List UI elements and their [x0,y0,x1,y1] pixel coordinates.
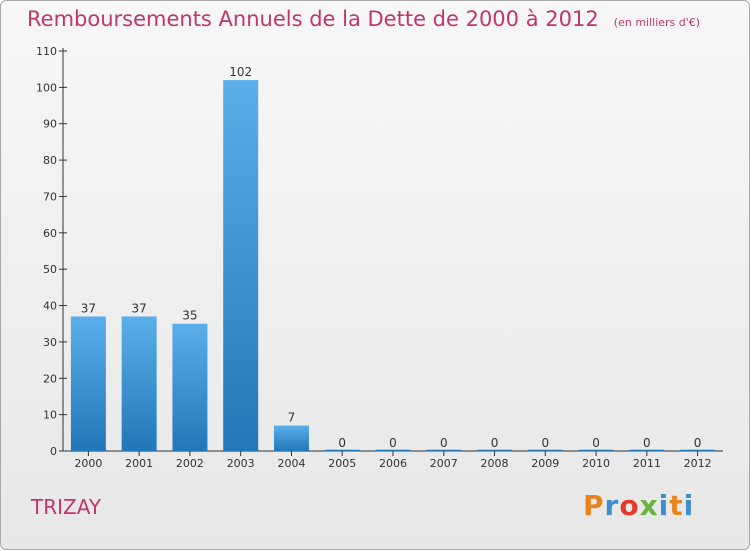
x-tick-label: 2005 [328,457,356,470]
bar [70,316,106,451]
x-tick-label: 2011 [633,457,661,470]
logo-letter: i [683,489,695,522]
data-label: 37 [81,301,96,315]
x-tick-label: 2007 [430,457,458,470]
x-tick-label: 2001 [125,457,153,470]
y-tick-label: 110 [36,45,57,58]
x-tick-label: 2010 [582,457,610,470]
x-tick-label: 2000 [74,457,102,470]
data-label: 0 [592,436,600,450]
bar [273,425,309,451]
y-tick-label: 40 [43,300,57,313]
x-tick-label: 2002 [176,457,204,470]
data-label: 0 [643,436,651,450]
data-label: 102 [229,65,252,79]
logo-letter: x [639,489,659,522]
bar [172,323,208,451]
data-label: 0 [541,436,549,450]
x-tick-label: 2003 [227,457,255,470]
y-tick-label: 70 [43,190,57,203]
chart-subtitle: (en milliers d'€) [613,16,701,29]
bar [223,80,259,451]
data-label: 37 [132,301,147,315]
y-tick-label: 90 [43,118,57,131]
proxiti-logo: Proxiti [583,489,694,522]
y-tick-label: 50 [43,263,57,276]
commune-name: TRIZAY [31,495,102,519]
logo-letter: i [658,489,670,522]
x-tick-label: 2009 [531,457,559,470]
x-tick-label: 2004 [277,457,305,470]
y-tick-label: 10 [43,409,57,422]
x-tick-label: 2006 [379,457,407,470]
bar [121,316,157,451]
data-label: 0 [338,436,346,450]
logo-letter: P [583,489,605,522]
data-label: 0 [389,436,397,450]
data-label: 35 [182,309,197,323]
y-tick-label: 20 [43,372,57,385]
logo-letter: r [604,489,620,522]
logo-letter: t [669,489,684,522]
y-tick-label: 100 [36,81,57,94]
chart-title: Remboursements Annuels de la Dette de 20… [27,7,599,31]
logo-letter: o [619,489,640,522]
data-label: 0 [440,436,448,450]
y-tick-label: 80 [43,154,57,167]
x-tick-label: 2008 [481,457,509,470]
y-tick-label: 0 [50,445,57,458]
x-tick-label: 2012 [684,457,712,470]
labels-layer: 2000 37 2001 37 2002 35 2003 102 2004 7 2005 0 2006 0… [74,65,711,470]
y-tick-label: 30 [43,336,57,349]
data-label: 0 [694,436,702,450]
bars-layer [70,80,716,452]
y-tick-label: 60 [43,227,57,240]
data-label: 7 [288,411,296,425]
data-label: 0 [491,436,499,450]
title-row: Remboursements Annuels de la Dette de 20… [27,7,727,31]
